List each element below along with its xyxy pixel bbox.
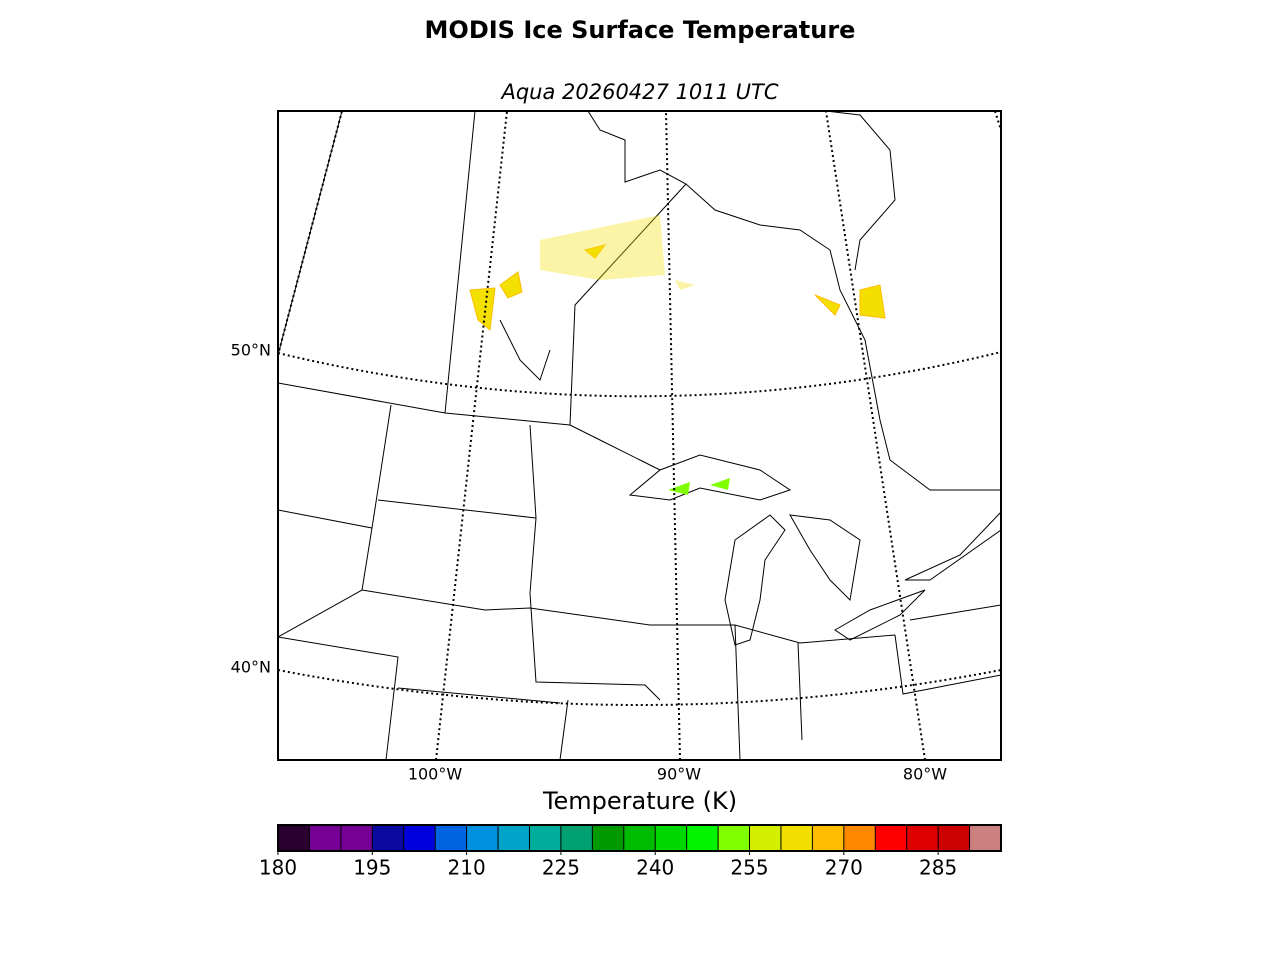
colorbar-segment — [529, 825, 561, 851]
colorbar-segment — [498, 825, 530, 851]
lon-label: 100°W — [408, 765, 463, 784]
colorbar-segment — [560, 825, 593, 851]
colorbar-segment — [372, 825, 404, 851]
map: 50°N 40°N 100°W 90°W 80°W — [231, 110, 1002, 784]
colorbar-segment — [623, 825, 656, 851]
great-lakes — [628, 454, 1001, 646]
colorbar-tick-label: 195 — [353, 856, 391, 880]
colorbar-segment — [969, 825, 1001, 851]
colorbar-segment — [403, 825, 436, 851]
colorbar-segment — [906, 825, 939, 851]
colorbar-segment — [686, 825, 719, 851]
colorbar-tick-label: 180 — [259, 856, 297, 880]
meridian — [278, 111, 1001, 760]
colorbar-segment — [592, 825, 624, 851]
colorbar-tick-label: 285 — [919, 856, 957, 880]
colorbar-tick-label: 255 — [730, 856, 768, 880]
lat-label: 40°N — [231, 658, 271, 677]
colorbar-label: Temperature (K) — [542, 787, 737, 815]
lon-label: 90°W — [657, 765, 701, 784]
colorbar-tick-label: 270 — [825, 856, 863, 880]
colorbar-segment — [875, 825, 907, 851]
map-frame — [277, 110, 1002, 761]
lon-label: 80°W — [903, 765, 947, 784]
colorbar-segment — [278, 825, 310, 851]
colorbar-frame — [277, 824, 1002, 852]
colorbar-segment — [655, 825, 687, 851]
coastline — [499, 111, 1001, 491]
colorbar-segment — [938, 825, 970, 851]
colorbar-segment — [780, 825, 813, 851]
lat-label: 50°N — [231, 341, 271, 360]
colorbar-segment — [843, 825, 876, 851]
ice-pixels — [469, 215, 886, 495]
colorbar: 180 195 210 225 240 255 270 285 — [259, 824, 1002, 880]
colorbar-tick-label: 240 — [636, 856, 674, 880]
colorbar-segment — [435, 825, 467, 851]
borders — [278, 111, 1001, 760]
colorbar-segment — [718, 825, 750, 851]
colorbar-tick-label: 225 — [542, 856, 580, 880]
colorbar-tick-label: 210 — [448, 856, 486, 880]
colorbar-segment — [309, 825, 341, 851]
colorbar-segment — [340, 825, 373, 851]
subtitle: Aqua 20260427 1011 UTC — [499, 80, 778, 104]
parallel — [278, 351, 1001, 706]
colorbar-segment — [466, 825, 499, 851]
title: MODIS Ice Surface Temperature — [425, 16, 856, 44]
colorbar-segment — [812, 825, 844, 851]
colorbar-segment — [749, 825, 781, 851]
